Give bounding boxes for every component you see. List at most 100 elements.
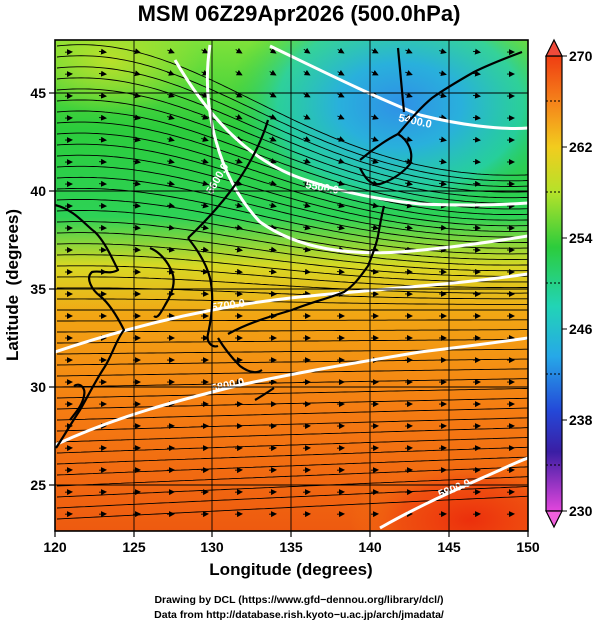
wind-arrow <box>371 224 379 231</box>
streamline <box>56 368 528 377</box>
shandong-coastline <box>149 246 175 318</box>
wind-arrow <box>405 48 413 54</box>
colorbar-top-arrow <box>545 38 563 57</box>
y-tick-label: 35 <box>30 281 46 297</box>
wind-arrow <box>337 114 345 120</box>
colorbar-label: 254 <box>569 230 593 246</box>
wind-arrow <box>269 158 277 164</box>
colorbar-bottom-arrow <box>545 510 563 529</box>
x-tick-label: 135 <box>279 539 303 555</box>
credit-data: Data from http://database.rish.kyoto−u.a… <box>154 609 444 621</box>
streamline <box>56 446 528 465</box>
wind-arrow <box>371 136 379 142</box>
wind-arrow <box>98 92 107 99</box>
wind-arrow <box>98 48 107 55</box>
wind-arrow <box>371 158 379 165</box>
wind-arrow <box>472 70 481 77</box>
wind-arrow <box>201 224 209 231</box>
wind-arrow <box>438 92 447 99</box>
contour-5800 <box>55 336 528 447</box>
y-tick-label: 25 <box>30 477 46 493</box>
streamline <box>56 466 528 487</box>
wind-arrow <box>472 92 481 99</box>
wind-arrow <box>234 268 243 275</box>
contour-5400 <box>269 44 528 130</box>
wind-arrow <box>269 202 277 209</box>
kuril-coastline <box>397 50 523 135</box>
wind-arrow <box>337 224 345 231</box>
wind-arrow <box>235 92 243 98</box>
y-tick-label: 30 <box>30 379 46 395</box>
wind-arrow <box>269 136 277 142</box>
wind-arrow <box>235 114 243 120</box>
wind-arrow <box>472 136 481 143</box>
wind-arrow <box>405 70 413 76</box>
streamline <box>56 427 528 443</box>
coastlines <box>55 47 523 449</box>
wind-arrow <box>200 268 209 275</box>
contour-label: 5700.0 <box>211 297 246 314</box>
wind-arrow <box>337 92 345 98</box>
wind-arrow <box>235 224 243 231</box>
wind-arrow <box>472 158 481 165</box>
wind-arrow <box>439 158 447 165</box>
wind-arrow <box>167 202 175 209</box>
streamline <box>56 485 528 509</box>
streamline <box>56 265 528 289</box>
wind-arrow <box>336 202 345 209</box>
x-tick-labels: 120 125 130 135 140 145 150 <box>43 539 540 555</box>
wind-arrow <box>98 70 107 77</box>
wind-arrow <box>303 224 311 231</box>
wind-arrow <box>405 202 413 209</box>
streamline <box>56 232 528 272</box>
wind-arrow <box>371 70 379 76</box>
wind-arrow <box>269 180 277 186</box>
wind-arrow <box>200 180 209 187</box>
wind-arrow <box>337 180 345 187</box>
wind-arrow <box>472 48 481 55</box>
wind-arrow <box>404 224 413 231</box>
wind-arrow <box>303 136 311 142</box>
colorbar-label: 246 <box>569 321 593 337</box>
wind-arrow <box>166 224 175 231</box>
wind-arrow <box>371 47 379 54</box>
wind-arrow <box>439 48 447 55</box>
hokkaido-coastline <box>359 132 413 186</box>
wind-arrow <box>303 47 311 54</box>
wind-arrow <box>268 268 277 275</box>
wind-arrow <box>269 246 277 253</box>
x-tick-label: 140 <box>358 539 382 555</box>
y-tick-labels: 25 30 35 40 45 <box>30 85 46 493</box>
x-axis-label: Longitude (degrees) <box>209 560 372 579</box>
wind-arrow <box>303 202 311 209</box>
wind-arrow <box>201 202 209 209</box>
wind-arrow <box>98 136 107 143</box>
streamline <box>56 221 528 266</box>
contour-5600 <box>206 44 528 255</box>
wind-arrow <box>201 114 209 120</box>
streamline <box>57 348 528 355</box>
wind-arrow <box>336 268 345 275</box>
streamline <box>57 298 528 305</box>
streamline <box>56 254 528 283</box>
wind-arrow <box>269 91 277 98</box>
streamline <box>57 338 528 344</box>
colorbar-label: 238 <box>569 412 593 428</box>
wind-arrow <box>200 246 209 253</box>
contour-label: 5500.0 <box>304 179 339 197</box>
y-tick-label: 45 <box>30 85 46 101</box>
wind-arrow <box>98 114 107 121</box>
wind-arrow <box>235 47 243 54</box>
x-tick-label: 150 <box>516 539 540 555</box>
map-title: MSM 06Z29Apr2026 (500.0hPa) <box>138 1 461 26</box>
kyushu-coastline <box>217 337 263 374</box>
wind-arrow <box>371 202 379 209</box>
wind-arrow <box>438 224 447 231</box>
streamline <box>57 329 528 333</box>
wind-arrow <box>167 114 175 121</box>
contour-5900 <box>379 456 528 530</box>
credit-drawing: Drawing by DCL (https://www.gfd−dennou.o… <box>154 594 443 606</box>
streamline <box>56 397 528 410</box>
colorbar-ticks <box>546 55 567 512</box>
